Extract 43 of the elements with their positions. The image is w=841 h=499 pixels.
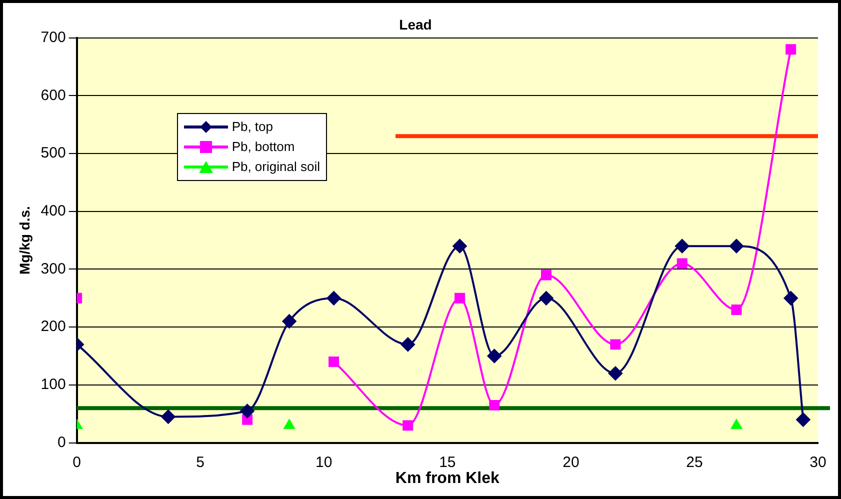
y-tick-label: 400 bbox=[40, 202, 66, 220]
point bbox=[786, 44, 796, 55]
x-tick-label: 0 bbox=[72, 454, 81, 471]
x-tick-label: 30 bbox=[810, 454, 826, 471]
point bbox=[608, 366, 622, 380]
point bbox=[489, 400, 500, 410]
point bbox=[240, 404, 254, 418]
x-tick-label: 10 bbox=[316, 454, 332, 471]
legend-label: Pb, bottom bbox=[232, 138, 295, 156]
point bbox=[784, 291, 798, 306]
x-tick-label: 25 bbox=[686, 454, 703, 471]
x-axis-title: Km from Klek bbox=[395, 470, 500, 487]
point bbox=[540, 270, 552, 280]
point bbox=[454, 292, 466, 304]
point bbox=[400, 337, 415, 352]
point bbox=[539, 291, 554, 306]
y-tick-label: 200 bbox=[40, 318, 66, 336]
y-tick-label: 500 bbox=[40, 144, 66, 162]
point bbox=[161, 410, 176, 424]
point bbox=[282, 314, 296, 328]
point bbox=[796, 412, 810, 427]
y-tick-label: 100 bbox=[40, 376, 66, 394]
point bbox=[676, 258, 688, 269]
point bbox=[731, 304, 742, 315]
y-tick-label: 600 bbox=[40, 86, 66, 104]
point bbox=[675, 239, 690, 254]
point bbox=[452, 239, 467, 254]
point bbox=[729, 239, 744, 254]
x-tick-label: 5 bbox=[196, 454, 205, 471]
y-axis-title: Mg/kg d.s. bbox=[16, 206, 32, 275]
point bbox=[610, 339, 621, 350]
y-tick-label: 300 bbox=[40, 260, 66, 278]
x-tick-label: 15 bbox=[439, 454, 456, 471]
point bbox=[487, 349, 502, 364]
point bbox=[326, 291, 341, 306]
point bbox=[328, 356, 340, 368]
x-tick-label: 20 bbox=[562, 454, 580, 471]
chart-title: Lead bbox=[399, 16, 432, 32]
y-tick-label: 700 bbox=[40, 28, 66, 46]
point bbox=[402, 420, 414, 431]
legend-label: Pb, top bbox=[232, 118, 274, 136]
legend-label: Pb, original soil bbox=[232, 158, 320, 176]
y-tick-label: 0 bbox=[57, 434, 66, 451]
